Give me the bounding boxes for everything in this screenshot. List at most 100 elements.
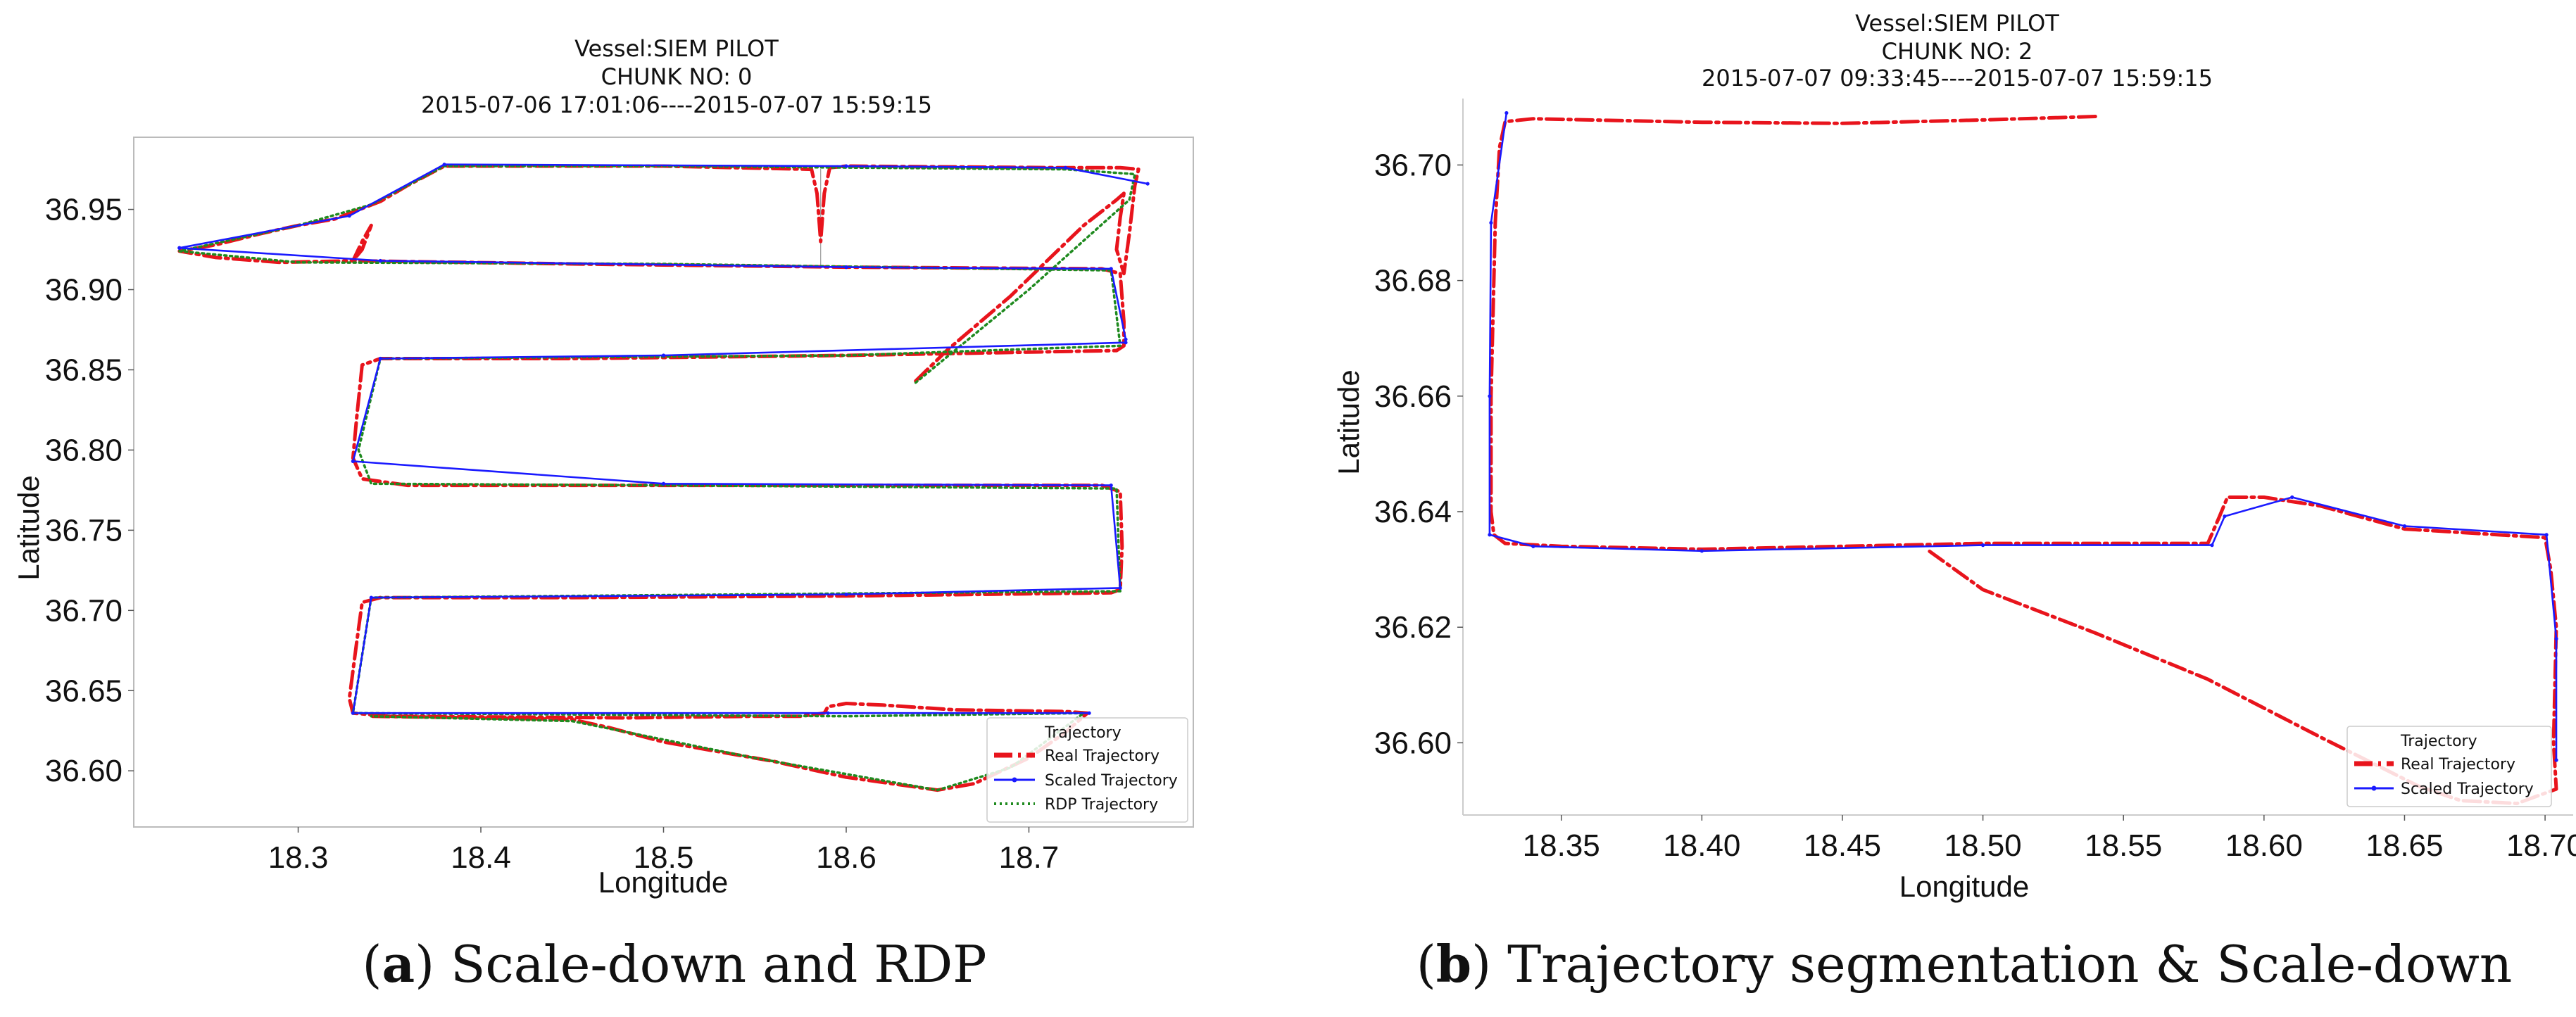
- chart-a-scaled-point: [378, 356, 382, 361]
- caption-a-text: Scale-down and RDP: [434, 935, 986, 994]
- caption-a-letter: a: [382, 934, 415, 994]
- chart-b-xtick-label: 18.45: [1804, 828, 1881, 863]
- chart-b-xtick-label: 18.65: [2365, 828, 2443, 863]
- chart-b-scaled-point: [2210, 543, 2214, 548]
- chart-a-series-scaled-trajectory: [178, 163, 1149, 249]
- chart-a-ytick-label: 36.60: [45, 754, 122, 788]
- chart-a-scaled-point: [844, 164, 848, 168]
- chart-a-xtick-label: 18.6: [816, 840, 877, 875]
- chart-panel-a: Vessel:SIEM PILOT CHUNK NO: 0 2015-07-06…: [12, 35, 1194, 994]
- chart-a-legend: Trajectory Real Trajectory Scaled Trajec…: [986, 717, 1188, 823]
- chart-a-scaled-point: [351, 459, 355, 463]
- chart-a-ytick-label: 36.70: [45, 593, 122, 628]
- chart-b-scaled-point: [1531, 544, 1535, 548]
- chart-a-ytick-label: 36.90: [45, 273, 122, 308]
- chart-a-scaled-point: [347, 214, 351, 218]
- chart-a-scaled-point: [826, 711, 830, 715]
- chart-b-scaled-point: [2290, 495, 2294, 500]
- chart-b-scaled-point: [1699, 549, 1704, 553]
- chart-a-scaled-point: [1109, 267, 1113, 271]
- caption-a-open: (: [362, 935, 382, 994]
- chart-a-legend-title: Trajectory: [1044, 724, 1121, 742]
- chart-a-xtick-label: 18.3: [268, 840, 329, 875]
- chart-b-legend-real: Real Trajectory: [2401, 756, 2515, 773]
- chart-a-scaled-point: [1109, 483, 1113, 488]
- chart-b-series-scaled-trajectory: [1488, 112, 2558, 762]
- chart-a-scaled-point: [661, 353, 666, 358]
- caption-a: (a) Scale-down and RDP: [362, 934, 986, 994]
- caption-b: (b) Trajectory segmentation & Scale-down: [1416, 934, 2513, 994]
- chart-a-xtick-label: 18.4: [451, 840, 511, 875]
- chart-a-title-line-1: Vessel:SIEM PILOT: [574, 35, 779, 62]
- chart-b-scaled-point: [1980, 543, 1985, 548]
- chart-b-title-line-3: 2015-07-07 09:33:45----2015-07-07 15:59:…: [1702, 65, 2213, 91]
- chart-b-ytick-label: 36.70: [1374, 148, 1452, 182]
- caption-b-close: ): [1471, 935, 1491, 994]
- chart-a-scaled-point: [378, 258, 382, 263]
- chart-b-xtick-label: 18.40: [1663, 828, 1740, 863]
- chart-b-scaled-point: [1488, 533, 1492, 537]
- chart-b-legend-scaled: Scaled Trajectory: [2401, 781, 2534, 798]
- chart-a-scaled-point: [177, 246, 182, 250]
- chart-a-title-line-3: 2015-07-06 17:01:06----2015-07-07 15:59:…: [421, 91, 932, 118]
- chart-b-ytick-label: 36.64: [1374, 495, 1452, 529]
- chart-a-series-scaled-trajectory: [352, 341, 1127, 714]
- chart-b-ytick-label: 36.60: [1374, 726, 1452, 760]
- chart-b-title-line-1: Vessel:SIEM PILOT: [1855, 10, 2059, 37]
- chart-a-ytick-label: 36.85: [45, 353, 122, 387]
- chart-a-legend-box: [986, 717, 1188, 823]
- chart-b-legend: Trajectory Real Trajectory Scaled Trajec…: [2346, 726, 2552, 807]
- chart-a-scaled-point: [844, 265, 848, 270]
- chart-b-legend-title: Trajectory: [2400, 733, 2477, 750]
- chart-b-scaled-point: [2554, 758, 2558, 762]
- chart-a-ytick-label: 36.80: [45, 433, 122, 467]
- chart-b-scaled-point: [2544, 533, 2549, 537]
- chart-b-plot-area: [1462, 98, 2575, 816]
- chart-b-xlabel: Longitude: [1899, 870, 2030, 903]
- chart-a-legend-scaled: Scaled Trajectory: [1045, 772, 1178, 790]
- chart-a-xtick-label: 18.7: [999, 840, 1060, 875]
- chart-a-legend-real: Real Trajectory: [1045, 747, 1160, 765]
- chart-a-xlabel: Longitude: [598, 866, 729, 899]
- chart-a-ytick-label: 36.65: [45, 674, 122, 708]
- chart-b-legend-scaled-marker: [2371, 785, 2377, 791]
- caption-b-open: (: [1416, 935, 1436, 994]
- chart-a-ylabel: Latitude: [12, 475, 45, 580]
- chart-panel-b: Vessel:SIEM PILOT CHUNK NO: 2 2015-07-07…: [1332, 10, 2576, 994]
- chart-a-scaled-point: [1063, 165, 1067, 170]
- chart-a-xtick-label: 18.5: [634, 840, 694, 875]
- chart-b-xtick-label: 18.60: [2225, 828, 2303, 863]
- caption-b-letter: b: [1436, 934, 1471, 994]
- caption-b-text: Trajectory segmentation & Scale-down: [1491, 935, 2512, 994]
- chart-b-ticks: 18.35 18.40 18.45 18.50 18.55 18.60 18.65 18.70…: [1374, 148, 2576, 863]
- chart-a-scaled-point: [661, 481, 666, 486]
- chart-b-scaled-point: [1504, 110, 1509, 115]
- chart-a-scaled-point: [1145, 182, 1150, 186]
- chart-a-scaled-point: [1087, 711, 1091, 715]
- chart-b-xtick-label: 18.55: [2085, 828, 2162, 863]
- chart-b-xtick-label: 18.35: [1523, 828, 1600, 863]
- chart-a-scaled-point: [844, 592, 848, 597]
- chart-b-xtick-label: 18.50: [1944, 828, 2022, 863]
- caption-a-close: ): [415, 935, 434, 994]
- chart-a-legend-rdp: RDP Trajectory: [1045, 796, 1158, 814]
- chart-b-scaled-point: [2402, 524, 2407, 529]
- chart-a-scaled-point: [442, 163, 446, 167]
- chart-b-ytick-label: 36.68: [1374, 264, 1452, 298]
- chart-a-legend-scaled-marker: [1012, 777, 1017, 783]
- chart-a-scaled-point: [351, 711, 355, 715]
- chart-b-scaled-point: [1488, 394, 1492, 398]
- chart-b-ytick-label: 36.66: [1374, 379, 1452, 414]
- chart-b-ylabel: Latitude: [1332, 369, 1365, 474]
- chart-a-scaled-point: [369, 595, 373, 600]
- chart-a-ytick-label: 36.95: [45, 193, 122, 227]
- chart-b-scaled-point: [2554, 637, 2558, 641]
- chart-a-ticks: 18.3 18.4 18.5 18.6 18.7 36.60 36.65 36.70 36.75…: [45, 193, 1059, 875]
- chart-a-scaled-point: [1118, 586, 1122, 590]
- chart-b-legend-box: [2346, 726, 2552, 807]
- chart-a-title-line-2: CHUNK NO: 0: [601, 63, 753, 90]
- chart-b-scaled-point: [1489, 220, 1493, 225]
- chart-a-scaled-point: [1124, 341, 1128, 345]
- chart-a-ytick-label: 36.75: [45, 513, 122, 548]
